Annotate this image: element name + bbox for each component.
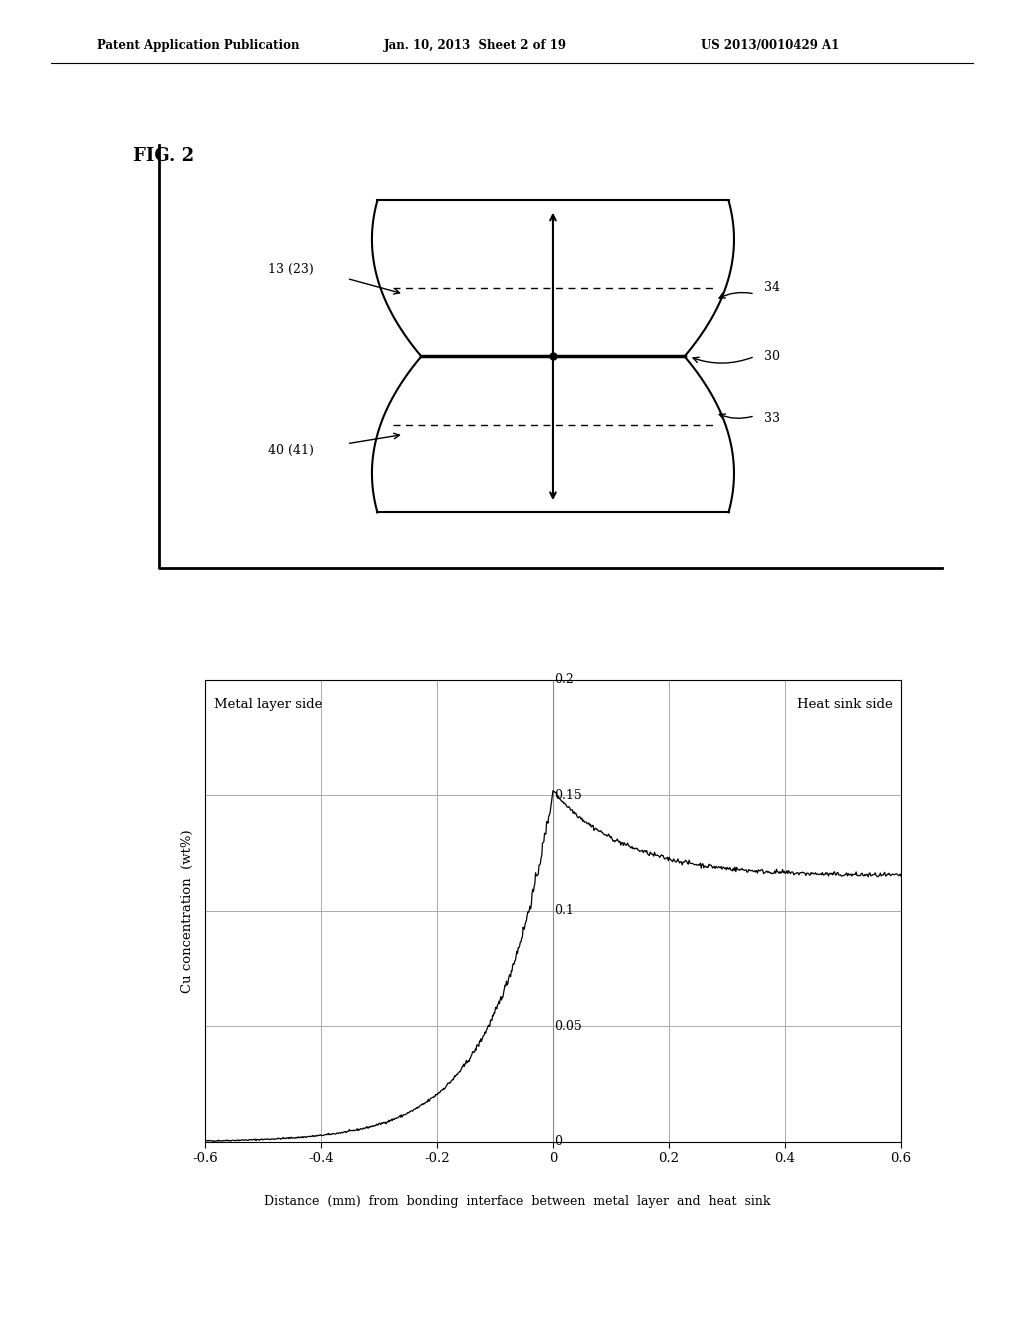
Text: Heat sink side: Heat sink side [797, 698, 893, 711]
Text: 30: 30 [764, 350, 779, 363]
Text: 0.05: 0.05 [554, 1020, 582, 1032]
Text: 33: 33 [764, 412, 779, 425]
Text: Patent Application Publication: Patent Application Publication [97, 38, 300, 51]
Text: FIG. 2: FIG. 2 [133, 147, 195, 165]
Text: 13 (23): 13 (23) [267, 263, 313, 276]
Text: Metal layer side: Metal layer side [213, 698, 322, 711]
Text: 40 (41): 40 (41) [267, 444, 313, 457]
Text: 0.15: 0.15 [554, 789, 582, 801]
Polygon shape [372, 201, 734, 356]
Text: 0.2: 0.2 [554, 673, 573, 686]
Text: Distance  (mm)  from  bonding  interface  between  metal  layer  and  heat  sink: Distance (mm) from bonding interface bet… [264, 1195, 770, 1208]
Text: 0: 0 [554, 1135, 562, 1148]
Polygon shape [372, 356, 734, 512]
Text: 0.1: 0.1 [554, 904, 574, 917]
Text: 34: 34 [764, 281, 779, 294]
Text: Jan. 10, 2013  Sheet 2 of 19: Jan. 10, 2013 Sheet 2 of 19 [384, 38, 567, 51]
Text: US 2013/0010429 A1: US 2013/0010429 A1 [701, 38, 840, 51]
Y-axis label: Cu concentration  (wt%): Cu concentration (wt%) [180, 829, 194, 993]
